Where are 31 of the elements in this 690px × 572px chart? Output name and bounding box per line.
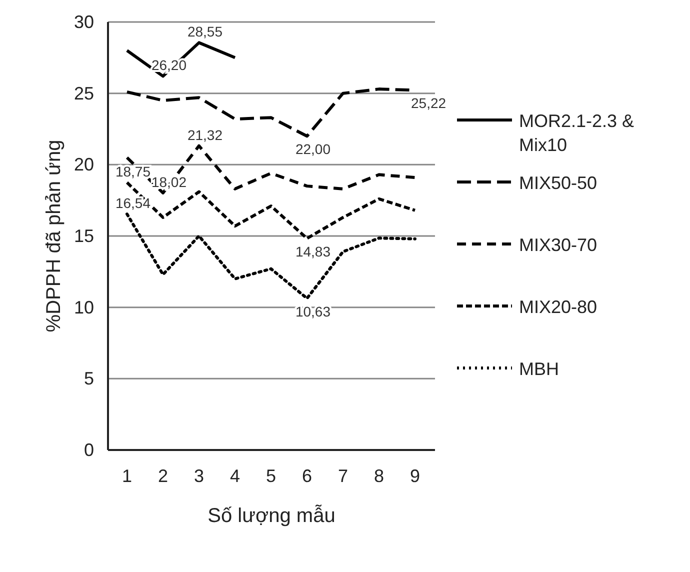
x-tick-label: 3 [194, 466, 204, 486]
x-tick-label: 8 [374, 466, 384, 486]
y-tick-label: 0 [84, 440, 94, 460]
y-tick-label: 25 [74, 83, 94, 104]
legend-label: MIX50-50 [519, 173, 598, 193]
x-tick-label: 9 [410, 466, 420, 486]
y-tick-label: 20 [74, 154, 94, 175]
data-label: 16,54 [115, 195, 151, 212]
x-axis-title: Số lượng mẫu [208, 504, 336, 527]
data-label: 28,55 [187, 24, 223, 40]
x-tick-label: 1 [122, 466, 132, 486]
y-axis-title: %DPPH đã phản ứng [43, 140, 65, 332]
x-tick-label: 6 [302, 466, 312, 486]
data-label: 25,22 [411, 95, 446, 112]
data-label: 22,00 [295, 141, 331, 158]
y-tick-label: 30 [74, 12, 94, 32]
x-tick-label: 4 [230, 466, 240, 486]
legend-label: MBH [519, 359, 559, 379]
data-label: 14,83 [295, 243, 331, 260]
data-label: 10,63 [295, 303, 331, 320]
y-tick-label: 15 [74, 226, 94, 246]
line-series [126, 212, 416, 300]
x-tick-label: 5 [266, 466, 276, 486]
legend-label: MIX30-70 [519, 235, 598, 255]
x-tick-label: 2 [158, 466, 168, 486]
x-tick-label: 7 [338, 466, 348, 486]
y-tick-label: 10 [74, 297, 94, 318]
data-label: 21,32 [187, 126, 223, 143]
y-tick-label: 5 [84, 368, 94, 389]
legend-label: MIX20-80 [519, 297, 598, 317]
legend-label: MOR2.1-2.3 & Mix10 [519, 111, 634, 155]
